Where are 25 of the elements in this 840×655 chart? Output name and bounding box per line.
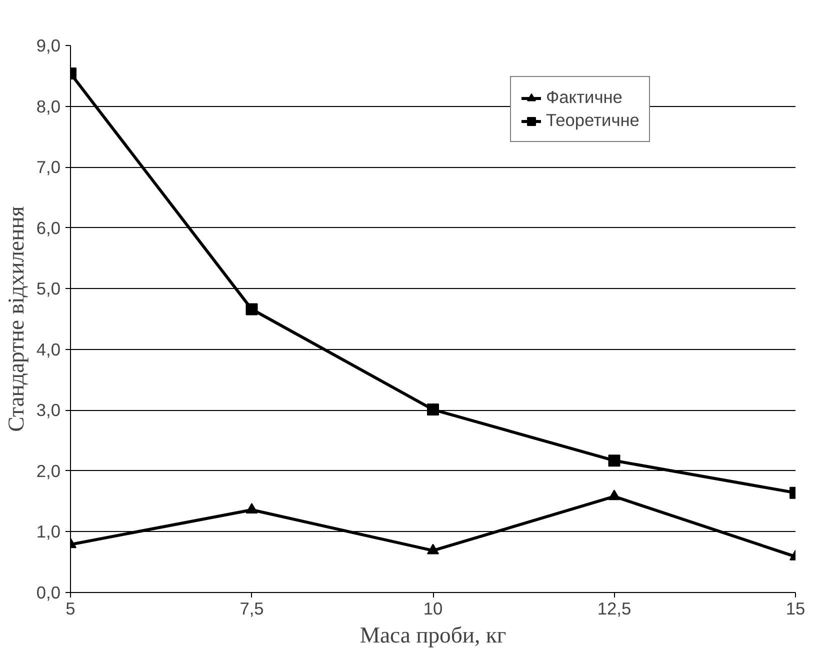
point: [246, 502, 258, 514]
point: [427, 404, 439, 416]
x-axis-title: Маса проби, кг: [360, 622, 506, 648]
point: [608, 490, 620, 500]
y-tick-label: 3,0: [36, 400, 61, 420]
y-tick-label: 6,0: [36, 218, 61, 238]
y-tick-label: 0,0: [36, 582, 61, 602]
x-tick-label: 12,5: [597, 598, 632, 618]
legend-label: Фактичне: [546, 87, 622, 108]
x-tick-label: 10: [423, 598, 443, 618]
point: [608, 454, 620, 467]
legend-label: Теоретичне: [546, 110, 640, 131]
y-tick-label: 4,0: [36, 339, 61, 360]
y-tick-label: 8,0: [36, 96, 61, 116]
y-axis-title: Стандартне відхилення: [3, 206, 28, 432]
point: [246, 303, 258, 316]
x-tick-label: 5: [66, 598, 76, 618]
y-tick-label: 7,0: [36, 157, 61, 178]
x-tick-label: 7,5: [240, 598, 264, 618]
y-tick-label: 2,0: [36, 460, 61, 481]
point: [427, 544, 439, 554]
y-tick-label: 5,0: [36, 278, 61, 299]
y-tick-label: 9,0: [36, 36, 61, 56]
x-tick-label: 15: [786, 598, 806, 618]
y-tick-label: 1,0: [36, 522, 61, 542]
